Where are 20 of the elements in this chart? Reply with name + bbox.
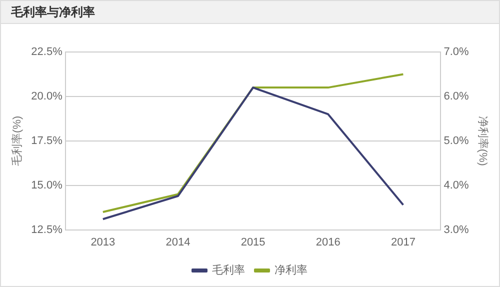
y2-axis-title: 净利率(%) bbox=[476, 116, 490, 166]
y-tick-label: 15.0% bbox=[31, 179, 63, 192]
y-tick-label: 20.0% bbox=[31, 90, 63, 102]
y-tick-label: 12.5% bbox=[31, 224, 63, 236]
x-tick-label: 2016 bbox=[316, 236, 340, 248]
y2-tick-label: 6.0% bbox=[444, 90, 470, 102]
legend-label: 净利率 bbox=[274, 264, 308, 277]
y2-tick-label: 4.0% bbox=[444, 179, 470, 192]
y2-tick-label: 7.0% bbox=[444, 46, 470, 58]
x-tick-label: 2013 bbox=[90, 236, 116, 248]
chart-title: 毛利率与净利率 bbox=[1, 1, 499, 24]
y-tick-label: 22.5% bbox=[31, 46, 63, 58]
y2-tick-label: 3.0% bbox=[444, 224, 470, 236]
x-tick-label: 2015 bbox=[240, 236, 266, 248]
x-tick-label: 2014 bbox=[166, 236, 190, 248]
y2-tick-label: 5.0% bbox=[444, 134, 470, 147]
legend-label: 毛利率 bbox=[212, 264, 245, 277]
x-tick-label: 2017 bbox=[390, 236, 416, 248]
y-axis-title: 毛利率(%) bbox=[10, 116, 24, 166]
y-tick-label: 17.5% bbox=[31, 134, 63, 147]
